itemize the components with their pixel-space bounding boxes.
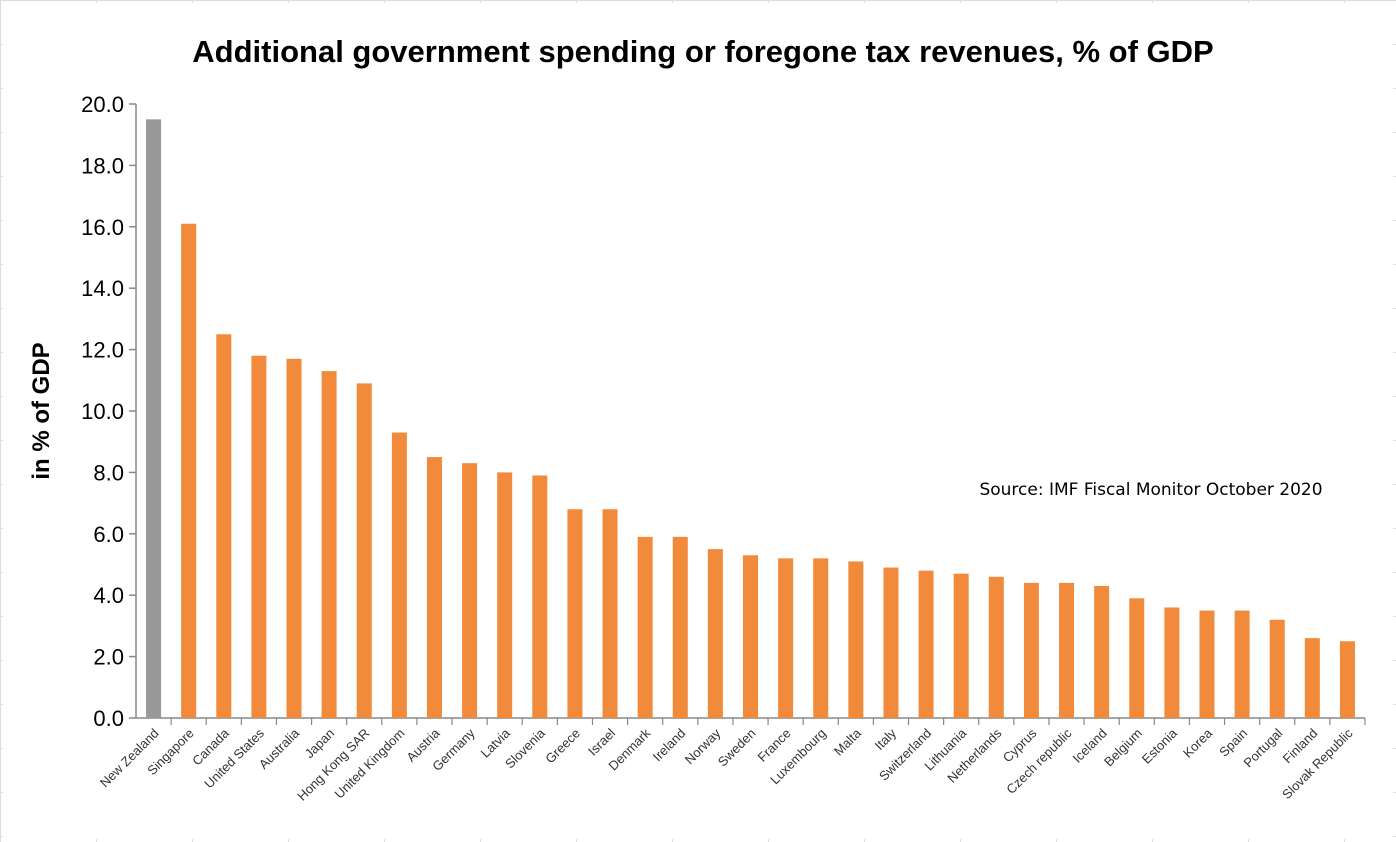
category-label: Slovenia xyxy=(502,725,548,771)
category-label: Korea xyxy=(1180,725,1216,761)
category-label: Greece xyxy=(542,726,583,767)
y-tick-label: 8.0 xyxy=(93,460,124,485)
y-tick-label: 0.0 xyxy=(93,706,124,731)
bar-sweden xyxy=(743,555,758,718)
bar-slovak-republic xyxy=(1339,641,1355,718)
bar-switzerland xyxy=(918,570,934,718)
bar-portugal xyxy=(1269,619,1285,718)
y-axis-title: in % of GDP xyxy=(28,342,55,479)
category-label: Portugal xyxy=(1240,725,1285,770)
y-tick-label: 10.0 xyxy=(81,399,124,424)
category-label: Malta xyxy=(831,725,865,759)
bar-cyprus xyxy=(1023,582,1039,718)
bar-france xyxy=(778,558,794,718)
y-tick-label: 20.0 xyxy=(81,92,124,117)
bar-latvia xyxy=(497,472,513,718)
bar-italy xyxy=(883,567,899,718)
y-tick-label: 12.0 xyxy=(81,338,124,363)
bar-united-kingdom xyxy=(391,432,407,718)
bar-korea xyxy=(1199,610,1215,718)
bar-finland xyxy=(1304,638,1320,718)
bar-greece xyxy=(567,509,583,718)
category-label: Italy xyxy=(872,725,900,753)
category-label: New Zealand xyxy=(97,726,162,791)
bar-new-zealand xyxy=(146,119,162,719)
bar-spain xyxy=(1234,610,1250,718)
source-annotation: Source: IMF Fiscal Monitor October 2020 xyxy=(979,480,1322,500)
category-label: Estonia xyxy=(1139,725,1181,767)
bar-singapore xyxy=(181,223,197,719)
bar-israel xyxy=(602,509,618,718)
bar-malta xyxy=(848,561,864,718)
bar-germany xyxy=(462,463,478,718)
bar-iceland xyxy=(1094,585,1110,718)
y-tick-label: 2.0 xyxy=(93,645,124,670)
bar-estonia xyxy=(1164,607,1180,718)
bar-australia xyxy=(286,358,302,718)
y-tick-label: 4.0 xyxy=(93,583,124,608)
y-tick-label: 14.0 xyxy=(81,276,124,301)
bar-canada xyxy=(216,334,232,718)
bar-hong-kong-sar xyxy=(356,383,372,718)
bar-netherlands xyxy=(988,576,1004,718)
bar-slovenia xyxy=(532,475,548,718)
bar-belgium xyxy=(1129,598,1145,718)
bar-japan xyxy=(321,371,337,718)
bar-czech-republic xyxy=(1059,582,1075,718)
bar-austria xyxy=(426,457,442,718)
bar-luxembourg xyxy=(813,558,829,718)
bar-lithuania xyxy=(953,573,969,718)
chart-area: Additional government spending or forego… xyxy=(3,3,1393,839)
y-tick-label: 16.0 xyxy=(81,215,124,240)
category-label: Sweden xyxy=(715,726,759,770)
bar-norway xyxy=(707,549,723,718)
bar-ireland xyxy=(672,536,688,718)
category-label: Belgium xyxy=(1101,726,1145,770)
chart-title: Additional government spending or forego… xyxy=(192,34,1214,69)
bar-denmark xyxy=(637,536,653,718)
bar-united-states xyxy=(251,355,267,718)
y-tick-label: 6.0 xyxy=(93,522,124,547)
bar-chart: 0.0 2.0 4.0 6.0 8.0 10.0 12.0 14.0 16.0 18.0 20.0 i… xyxy=(28,92,1366,804)
y-tick-label: 18.0 xyxy=(81,153,124,178)
